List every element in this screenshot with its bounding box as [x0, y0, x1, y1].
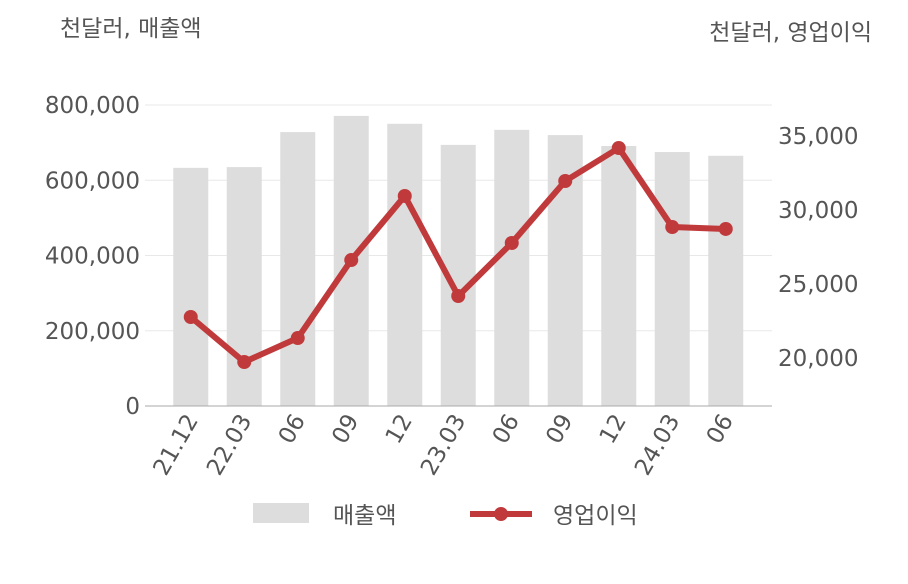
bar [708, 155, 744, 406]
y-tick-label: 800,000 [45, 93, 140, 119]
bar [280, 132, 316, 406]
point [665, 220, 680, 235]
point [344, 253, 359, 268]
bar [173, 167, 209, 406]
point [290, 331, 305, 346]
x-tick-label: 12 [595, 410, 632, 448]
point [237, 354, 252, 369]
x-tick-label: 22.03 [202, 410, 257, 480]
x-tick-label: 09 [327, 410, 364, 448]
y-tick-label: 600,000 [45, 168, 140, 194]
y-tick-label: 400,000 [45, 244, 140, 270]
bar [601, 146, 637, 407]
y2-tick-label: 20,000 [778, 346, 858, 372]
x-tick-label: 09 [541, 410, 578, 448]
legend-label: 매출액 [333, 503, 396, 529]
point [718, 221, 733, 236]
y2-tick-label: 25,000 [778, 272, 858, 298]
bar [654, 152, 690, 406]
x-tick-label: 24.03 [630, 410, 685, 480]
bar [226, 167, 262, 406]
point [558, 173, 573, 188]
y-tick-label: 0 [125, 394, 140, 420]
x-tick-label: 06 [274, 410, 311, 448]
point [183, 310, 198, 325]
x-tick-label: 06 [702, 410, 739, 448]
legend-swatch [253, 503, 309, 523]
point [504, 236, 519, 251]
y-tick-label: 200,000 [45, 319, 140, 345]
y2-tick-label: 35,000 [778, 124, 858, 150]
y2-tick-label: 30,000 [778, 198, 858, 224]
x-tick-label: 21.12 [148, 410, 203, 480]
point [611, 140, 626, 155]
x-tick-label: 06 [488, 410, 525, 448]
point [451, 288, 466, 303]
bar [387, 123, 423, 406]
right-axis-label: 천달러, 영업이익 [709, 20, 872, 46]
legend-swatch [494, 507, 508, 521]
legend-label: 영업이익 [553, 503, 638, 529]
x-tick-label: 23.03 [416, 410, 471, 480]
x-tick-label: 12 [381, 410, 418, 448]
point [397, 188, 412, 203]
bar [494, 129, 530, 406]
left-axis-label: 천달러, 매출액 [60, 16, 202, 42]
